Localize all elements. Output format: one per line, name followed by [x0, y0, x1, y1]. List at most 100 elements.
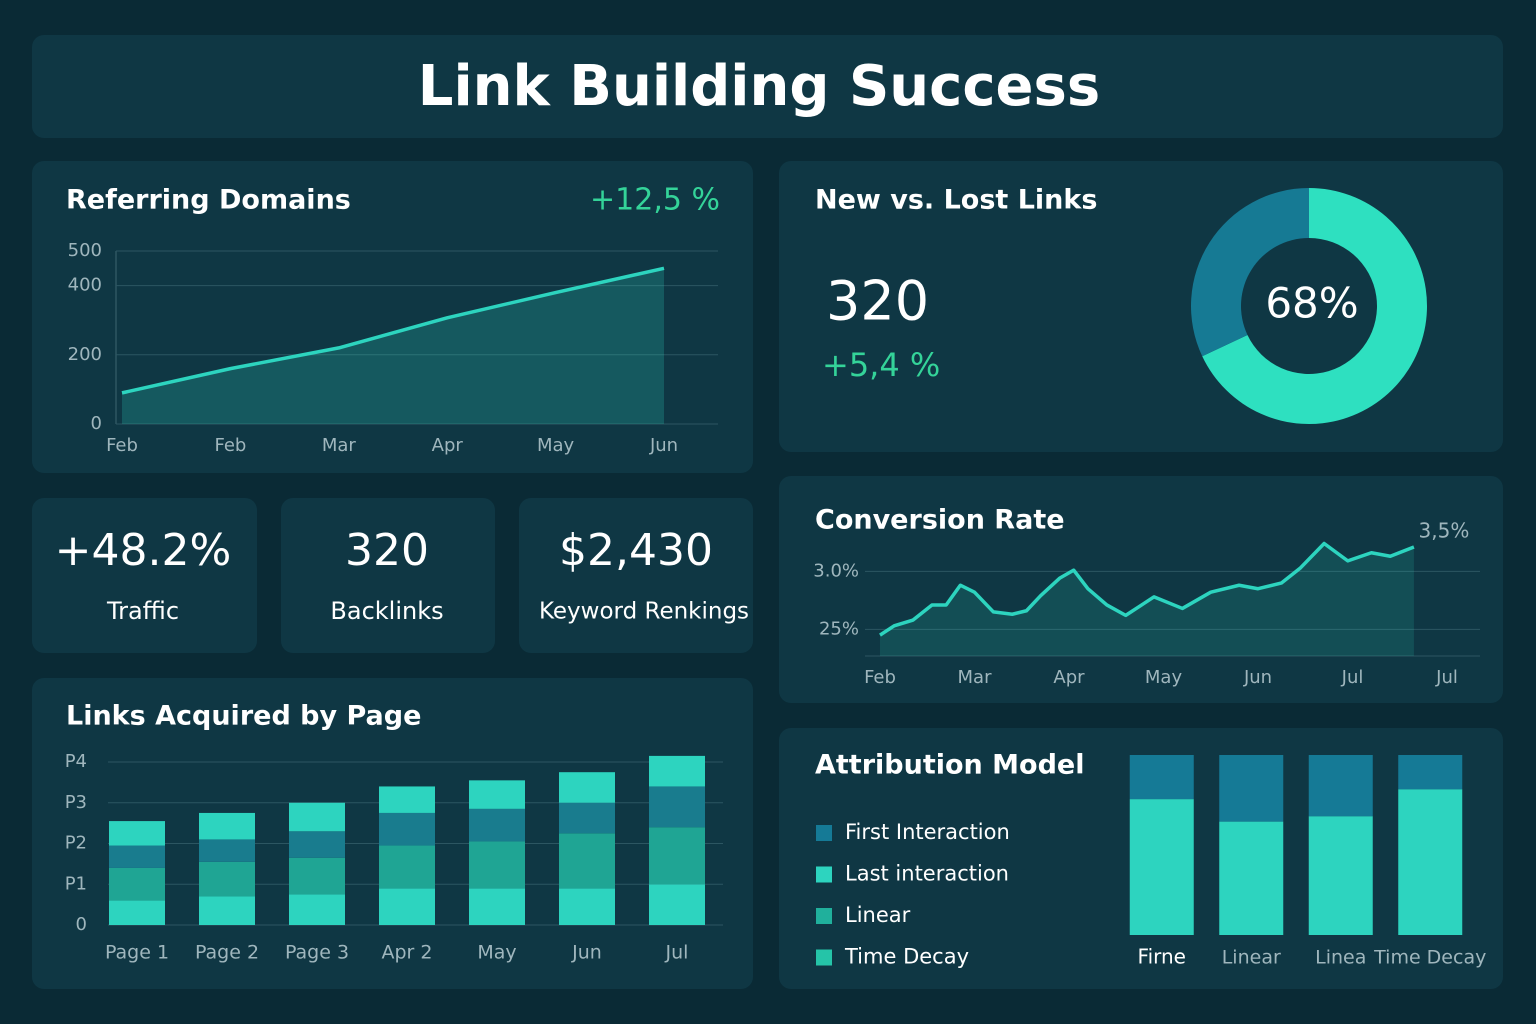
legend-label: Time Decay — [844, 945, 969, 969]
panel — [779, 476, 1503, 703]
kpi-value: $2,430 — [559, 525, 713, 576]
bar-segment — [1308, 755, 1373, 817]
x-tick-label: Firne — [1138, 945, 1186, 969]
kpi-panel — [281, 498, 495, 653]
bar-segment — [109, 867, 165, 901]
x-tick-label: Jun — [1243, 667, 1272, 688]
legend-swatch — [816, 949, 832, 966]
y-tick-label: 400 — [68, 275, 102, 296]
end-label: 3,5% — [1419, 518, 1470, 542]
donut-segment — [1202, 188, 1427, 424]
y-tick-label: P2 — [65, 833, 87, 854]
kpi-label: Keyword Renkings — [539, 599, 749, 625]
y-tick-label: 3.0% — [813, 560, 859, 581]
line — [121, 266, 665, 395]
chart-title: Attribution Model — [815, 750, 1084, 781]
x-tick-label: Mar — [958, 667, 993, 688]
bar-segment — [559, 772, 615, 803]
bar-segment — [1129, 755, 1194, 800]
chart-title: New vs. Lost Links — [815, 185, 1097, 216]
x-tick-label: May — [1145, 667, 1183, 688]
bar-segment — [469, 888, 525, 925]
y-tick-label: 0 — [76, 914, 87, 935]
donut-segment — [1191, 188, 1309, 357]
x-tick-label: Mar — [322, 435, 357, 456]
bar-segment — [559, 802, 615, 834]
area-fill — [880, 543, 1414, 656]
x-tick-label: Jul — [1341, 667, 1364, 688]
kpi-label: Backlinks — [330, 597, 443, 625]
y-tick-label: 200 — [68, 344, 102, 365]
bar-segment — [1308, 816, 1373, 935]
x-tick-label: Feb — [106, 435, 138, 456]
bar-segment — [379, 888, 435, 925]
bar-segment — [109, 845, 165, 868]
x-tick-label: Apr 2 — [382, 942, 433, 964]
bar-segment — [1398, 755, 1463, 790]
y-tick-label: P4 — [65, 751, 87, 772]
chart-title: Referring Domains — [66, 185, 351, 216]
bar-segment — [649, 755, 705, 787]
x-tick-label: Feb — [214, 435, 246, 456]
bar-segment — [559, 833, 615, 889]
kpi-label: Traffic — [106, 597, 179, 625]
kpi-value: 320 — [345, 525, 429, 576]
line — [879, 541, 1415, 637]
x-tick-label: Apr — [432, 435, 464, 456]
legend-swatch — [816, 908, 832, 924]
bar-segment — [379, 845, 435, 889]
bar-segment — [289, 894, 345, 925]
area-fill — [122, 268, 664, 424]
bar-segment — [1219, 755, 1284, 822]
bar-segment — [1219, 821, 1284, 935]
x-tick-label: Feb — [864, 667, 896, 688]
legend-label: Linear — [845, 903, 911, 927]
chart-title: Links Acquired by Page — [66, 701, 421, 732]
x-tick-label: Jul — [1435, 667, 1458, 688]
y-tick-label: 25% — [819, 618, 859, 639]
panel — [32, 161, 753, 473]
bar-segment — [199, 896, 255, 925]
bar-segment — [199, 861, 255, 897]
bar-segment — [649, 884, 705, 925]
legend-label: First Interaction — [845, 820, 1010, 844]
bar-segment — [379, 786, 435, 813]
kpi-value: +48.2% — [55, 525, 232, 576]
donut-center-label: 68% — [1265, 279, 1358, 328]
x-tick-label: Linear — [1222, 947, 1281, 969]
y-tick-label: P1 — [65, 873, 87, 894]
bar-segment — [649, 827, 705, 885]
bar-segment — [469, 780, 525, 809]
x-tick-label: Linea — [1315, 947, 1366, 969]
kpi-panel — [32, 498, 257, 653]
big-number: 320 — [826, 270, 929, 333]
legend-swatch — [816, 825, 832, 841]
bar-segment — [289, 857, 345, 895]
x-tick-label: Page 2 — [195, 942, 259, 964]
bar-segment — [289, 831, 345, 858]
bar-segment — [109, 821, 165, 846]
bar-segment — [199, 812, 255, 840]
x-tick-label: Jul — [665, 942, 689, 964]
x-tick-label: Time Decay — [1373, 947, 1486, 969]
x-tick-label: Jun — [571, 942, 602, 964]
bar-segment — [1398, 789, 1463, 935]
bar-segment — [649, 786, 705, 828]
change-label: +5,4 % — [822, 346, 940, 384]
x-tick-label: Apr — [1053, 667, 1085, 688]
y-tick-label: 0 — [91, 413, 102, 434]
x-tick-label: May — [537, 435, 575, 456]
bar-segment — [109, 900, 165, 925]
change-label: +12,5 % — [590, 183, 720, 218]
x-tick-label: Page 3 — [285, 942, 349, 964]
kpi-panel — [519, 498, 753, 653]
y-tick-label: 500 — [68, 240, 102, 261]
page-title: Link Building Success — [418, 54, 1100, 119]
x-tick-label: May — [477, 942, 516, 964]
chart-title: Conversion Rate — [815, 505, 1065, 536]
x-tick-label: Jun — [649, 435, 678, 456]
bar-segment — [199, 839, 255, 862]
legend-swatch — [816, 866, 832, 883]
